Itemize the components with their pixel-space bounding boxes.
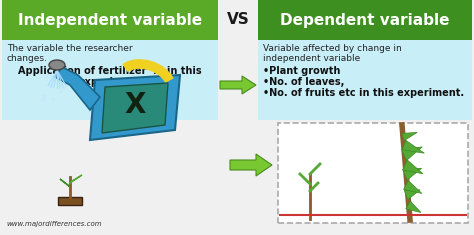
Polygon shape [60,179,70,187]
Bar [278,123,468,223]
Text: Independent variable: Independent variable [18,12,202,27]
Polygon shape [402,132,417,141]
Text: •No. of leaves,: •No. of leaves, [263,77,345,87]
Text: Variable affected by change in: Variable affected by change in [263,44,402,53]
Polygon shape [404,190,420,200]
Polygon shape [70,175,82,183]
Polygon shape [90,75,180,140]
Ellipse shape [49,60,65,70]
Text: X: X [124,91,146,119]
Polygon shape [220,76,256,94]
Text: •No. of fruits etc in this experiment.: •No. of fruits etc in this experiment. [263,88,464,98]
Polygon shape [55,67,100,110]
Polygon shape [402,140,424,153]
Text: •Plant growth: •Plant growth [263,66,340,76]
FancyBboxPatch shape [2,40,218,120]
Text: changes.: changes. [7,54,48,63]
Polygon shape [230,154,272,176]
Polygon shape [404,180,422,193]
Polygon shape [401,147,422,161]
FancyBboxPatch shape [258,40,472,120]
FancyBboxPatch shape [2,0,218,40]
Text: Dependent variable: Dependent variable [280,12,450,27]
Bar [58,197,82,205]
FancyBboxPatch shape [258,0,472,40]
Text: Application of fertilizer ‘x’ in this: Application of fertilizer ‘x’ in this [18,66,202,76]
Text: The variable the researcher: The variable the researcher [7,44,133,53]
Polygon shape [406,201,421,212]
Text: experiment: experiment [78,77,142,87]
Text: independent variable: independent variable [263,54,360,63]
Polygon shape [402,160,423,174]
Polygon shape [102,83,168,133]
Text: VS: VS [227,12,249,27]
Polygon shape [403,168,422,180]
Text: www.majordifferences.com: www.majordifferences.com [6,221,101,227]
